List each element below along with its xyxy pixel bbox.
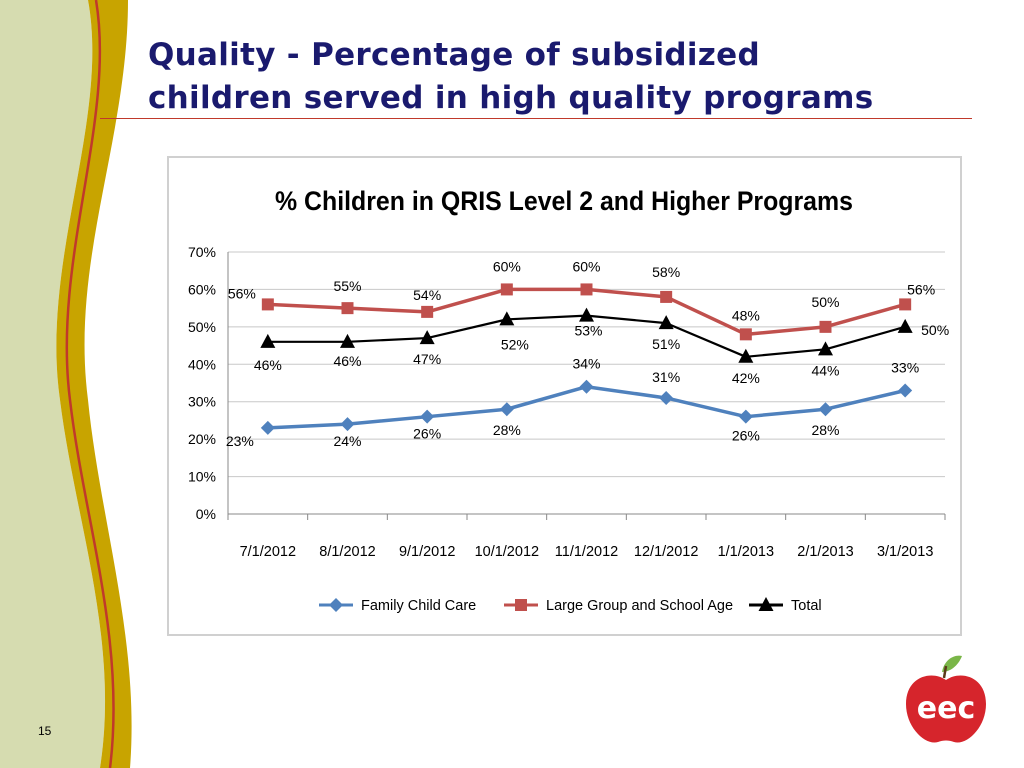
data-point	[899, 298, 912, 311]
x-tick-label: 7/1/2012	[240, 544, 296, 560]
data-label: 60%	[572, 258, 600, 274]
x-tick-label: 3/1/2013	[877, 544, 933, 560]
data-label: 53%	[574, 323, 602, 339]
red-stripe	[65, 0, 115, 768]
title-line-2: children served in high quality programs	[148, 80, 874, 116]
slide-title: Quality - Percentage of subsidized child…	[148, 34, 1008, 120]
logo-leaf-icon	[942, 655, 962, 672]
data-point	[658, 315, 674, 330]
y-tick-label: 50%	[188, 319, 216, 335]
data-label: 56%	[228, 285, 256, 301]
data-label: 28%	[811, 422, 839, 438]
gold-band	[56, 0, 132, 768]
data-point	[738, 348, 754, 363]
data-point	[818, 341, 833, 356]
y-tick-label: 20%	[188, 431, 216, 447]
data-point	[898, 383, 913, 398]
data-point	[660, 290, 673, 303]
x-tick-label: 8/1/2012	[319, 544, 375, 560]
data-label: 26%	[732, 428, 760, 444]
green-band	[0, 0, 106, 768]
data-label: 51%	[652, 336, 680, 352]
y-tick-label: 10%	[188, 469, 216, 485]
legend-marker	[515, 599, 527, 611]
x-tick-label: 9/1/2012	[399, 544, 455, 560]
logo-text: eec	[917, 691, 975, 726]
data-point	[421, 305, 434, 318]
data-point	[819, 320, 832, 333]
title-line-1: Quality - Percentage of subsidized	[148, 37, 760, 73]
data-label: 24%	[333, 433, 361, 449]
decorative-side-band	[0, 0, 140, 768]
data-point	[260, 333, 276, 348]
data-point	[818, 402, 833, 417]
data-point	[499, 402, 514, 417]
x-tick-label: 2/1/2013	[797, 544, 853, 560]
data-point	[659, 390, 674, 405]
data-point	[341, 302, 354, 315]
data-point	[579, 379, 594, 394]
data-point	[340, 333, 355, 348]
data-point	[419, 330, 435, 345]
eec-apple-logo: eec	[906, 655, 986, 743]
chart-title: % Children in QRIS Level 2 and Higher Pr…	[275, 186, 853, 216]
x-tick-label: 12/1/2012	[634, 544, 699, 560]
data-label: 52%	[501, 336, 529, 352]
legend-marker	[758, 597, 774, 611]
data-label: 60%	[493, 258, 521, 274]
data-label: 58%	[652, 264, 680, 280]
data-point	[739, 328, 752, 341]
data-point	[738, 409, 753, 424]
data-label: 42%	[732, 370, 760, 386]
data-point	[579, 307, 594, 322]
data-point	[420, 409, 435, 424]
logo-apple-icon	[906, 675, 986, 743]
data-label: 26%	[413, 426, 441, 442]
data-label: 50%	[921, 322, 949, 338]
title-underline	[100, 118, 972, 119]
y-tick-label: 30%	[188, 394, 216, 410]
y-tick-label: 40%	[188, 356, 216, 372]
data-point	[261, 298, 274, 311]
data-label: 28%	[493, 422, 521, 438]
data-label: 46%	[333, 353, 361, 369]
data-label: 44%	[811, 362, 839, 378]
data-label: 55%	[333, 278, 361, 294]
data-label: 23%	[226, 433, 254, 449]
line-chart: % Children in QRIS Level 2 and Higher Pr…	[188, 186, 949, 614]
chart-frame: % Children in QRIS Level 2 and Higher Pr…	[167, 156, 962, 636]
data-label: 33%	[891, 359, 919, 375]
y-tick-label: 70%	[188, 244, 216, 260]
legend-label: Family Child Care	[361, 598, 476, 614]
data-point	[500, 283, 513, 296]
y-tick-label: 60%	[188, 281, 216, 297]
data-label: 50%	[811, 294, 839, 310]
data-label: 34%	[572, 356, 600, 372]
y-tick-label: 0%	[196, 506, 216, 522]
data-point	[340, 417, 355, 432]
legend-label: Large Group and School Age	[546, 598, 733, 614]
x-tick-label: 10/1/2012	[475, 544, 540, 560]
data-label: 46%	[254, 357, 282, 373]
data-point	[499, 311, 515, 326]
data-label: 56%	[907, 281, 935, 297]
legend-marker	[329, 598, 343, 612]
x-tick-label: 11/1/2012	[555, 544, 618, 560]
x-tick-label: 1/1/2013	[718, 544, 774, 560]
legend-label: Total	[791, 598, 822, 614]
data-label: 31%	[652, 369, 680, 385]
data-point	[260, 420, 275, 435]
data-label: 48%	[732, 307, 760, 323]
data-label: 54%	[413, 287, 441, 303]
logo-stem	[942, 665, 948, 679]
page-number: 15	[38, 724, 52, 738]
data-label: 47%	[413, 351, 441, 367]
data-point	[580, 283, 593, 296]
data-point	[897, 318, 913, 333]
